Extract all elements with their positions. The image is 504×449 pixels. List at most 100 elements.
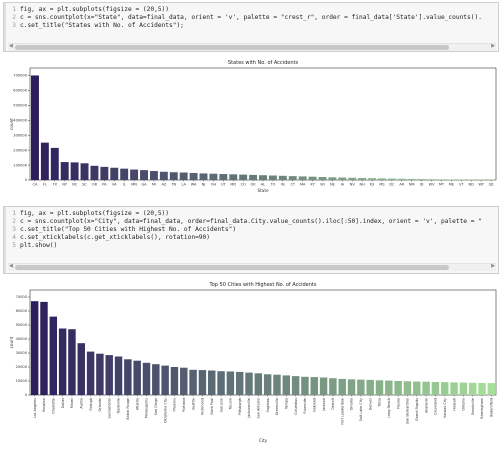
x-tick-label: Los Angeles xyxy=(33,398,37,418)
bar xyxy=(404,381,411,395)
scrollbar-thumb[interactable] xyxy=(15,45,449,50)
bar xyxy=(329,378,336,395)
y-axis-label: count xyxy=(9,336,14,348)
x-tick-label: MS xyxy=(379,183,385,187)
x-tick-label: IA xyxy=(341,183,345,187)
scroll-left-icon[interactable]: ◀ xyxy=(9,263,13,269)
x-tick-label: TX xyxy=(52,183,58,187)
x-tick-label: OK xyxy=(251,183,257,187)
x-tick-label: Detroit xyxy=(331,397,335,409)
bar xyxy=(68,329,75,395)
x-tick-label: Miami xyxy=(70,398,74,408)
x-tick-label: Long Beach xyxy=(387,398,391,418)
bar xyxy=(338,379,345,395)
bar xyxy=(110,168,118,180)
x-tick-label: Oklahoma City xyxy=(163,398,167,423)
x-tick-label: NJ xyxy=(202,183,206,187)
bar xyxy=(180,368,187,395)
x-tick-label: WI xyxy=(320,183,325,187)
bar xyxy=(413,382,420,395)
bar xyxy=(209,174,217,180)
y-tick-label: 400000 xyxy=(13,118,27,122)
y-tick-label: 0 xyxy=(25,178,28,182)
x-tick-label: FL xyxy=(43,183,47,187)
bar xyxy=(51,148,59,180)
x-tick-label: Saginaw xyxy=(266,398,270,413)
horizontal-scrollbar[interactable]: ◀ ▶ xyxy=(8,263,496,271)
bar xyxy=(170,172,178,180)
x-tick-label: San Bernardino xyxy=(406,398,410,424)
x-tick-label: CO xyxy=(241,183,246,187)
x-tick-label: MD xyxy=(230,183,236,187)
bar xyxy=(376,380,383,395)
bar xyxy=(78,343,85,395)
bar xyxy=(208,371,215,396)
y-tick-label: 100000 xyxy=(13,163,27,167)
bar xyxy=(450,382,457,395)
x-tick-label: Bakersfield xyxy=(490,398,494,417)
line-number: 3 xyxy=(6,226,16,234)
x-tick-label: Hialeah xyxy=(452,398,456,411)
bar xyxy=(171,367,178,395)
bar xyxy=(259,175,267,180)
x-tick-label: OH xyxy=(211,183,217,187)
scroll-left-icon[interactable]: ◀ xyxy=(9,43,13,49)
bar xyxy=(309,177,317,180)
x-tick-label: Brookville xyxy=(471,398,475,415)
x-tick-label: KS xyxy=(370,183,375,187)
scroll-right-icon[interactable]: ▶ xyxy=(491,263,495,269)
x-tick-label: NM xyxy=(409,183,415,187)
bar xyxy=(227,371,234,395)
scrollbar-thumb[interactable] xyxy=(15,265,449,270)
bar xyxy=(478,383,485,395)
x-tick-label: ME xyxy=(449,183,454,187)
bar xyxy=(264,374,271,395)
bar xyxy=(189,370,196,395)
line-number: 2 xyxy=(6,218,16,226)
bar xyxy=(160,172,168,180)
horizontal-scrollbar[interactable]: ◀ ▶ xyxy=(8,43,496,51)
bar xyxy=(31,75,39,180)
plot-frame xyxy=(30,68,496,180)
scroll-right-icon[interactable]: ▶ xyxy=(491,43,495,49)
bar xyxy=(366,380,373,395)
bar xyxy=(348,379,355,395)
y-tick-label: 0 xyxy=(25,393,28,397)
x-tick-label: Jacksonville xyxy=(247,398,251,419)
x-axis-label: City xyxy=(259,438,268,443)
bar xyxy=(190,173,198,180)
x-tick-label: Jackson xyxy=(322,398,326,412)
x-tick-label: ND xyxy=(469,183,475,187)
bar xyxy=(87,352,94,395)
code-text: c.set_title("States with No. of Accident… xyxy=(20,22,184,29)
bar xyxy=(152,364,159,395)
x-tick-label: Raleigh xyxy=(89,398,93,411)
bar xyxy=(105,355,112,395)
x-tick-label: Tulsa xyxy=(378,398,382,408)
chart-title: States with No. of Accidents xyxy=(228,60,299,66)
bar xyxy=(61,162,69,180)
x-tick-label: Birmingham xyxy=(480,397,484,418)
x-tick-label: Denver xyxy=(368,397,372,410)
cell-output-1: States with No. of Accidents 0 100000 20000… xyxy=(0,56,504,204)
x-tick-label: CA xyxy=(33,183,38,187)
bar xyxy=(124,359,131,395)
bar xyxy=(115,357,122,396)
x-tick-label: Dallas xyxy=(61,398,65,409)
bar xyxy=(150,171,158,180)
y-tick-label: 200000 xyxy=(13,148,27,152)
bar xyxy=(200,173,208,180)
x-tick-label: DC xyxy=(389,183,395,187)
x-tick-label: Cleveland xyxy=(434,398,438,415)
x-tick-label: NV xyxy=(350,183,356,187)
